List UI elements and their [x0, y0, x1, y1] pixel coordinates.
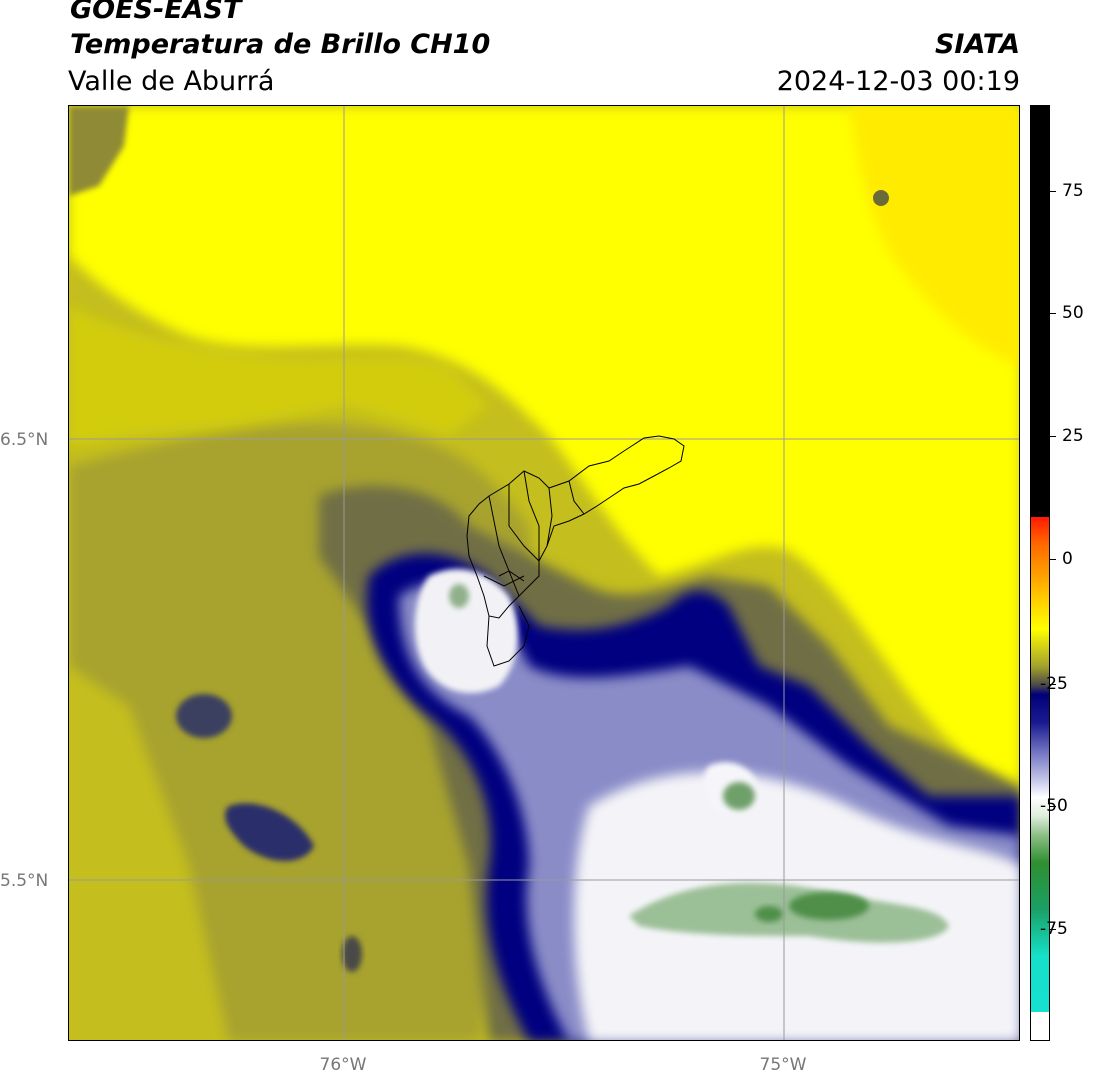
colorbar-label: -50 — [1040, 796, 1068, 816]
brightness-temperature-field — [69, 106, 1019, 1040]
map-gridlines — [69, 106, 1019, 1040]
colorbar — [1030, 105, 1050, 1041]
colorbar-label: 25 — [1062, 426, 1084, 446]
colorbar-tick — [1050, 684, 1056, 685]
longitude-label-west: 76°W — [319, 1055, 367, 1075]
latitude-label-south: 5.5°N — [0, 871, 49, 891]
colorbar-tick — [1050, 436, 1056, 437]
colorbar-tick — [1050, 806, 1056, 807]
longitude-label-east: 75°W — [759, 1055, 807, 1075]
product-title: Temperatura de Brillo CH10 — [70, 29, 491, 60]
colorbar-tick — [1050, 191, 1056, 192]
colorbar-label: 0 — [1062, 549, 1073, 569]
municipal-boundaries — [466, 435, 685, 667]
colorbar-tick — [1050, 313, 1056, 314]
colorbar-label: -75 — [1040, 919, 1068, 939]
timestamp-label: 2024-12-03 00:19 — [776, 66, 1020, 97]
colorbar-label: 50 — [1062, 303, 1084, 323]
colorbar-label: -25 — [1040, 674, 1068, 694]
region-subtitle: Valle de Aburrá — [68, 66, 275, 97]
colorbar-tick — [1050, 929, 1056, 930]
colorbar-label: 75 — [1062, 181, 1084, 201]
colorbar-tick — [1050, 559, 1056, 560]
satellite-map[interactable] — [68, 105, 1020, 1041]
agency-title: GOES-EAST — [70, 0, 242, 25]
organization-label: SIATA — [934, 29, 1020, 60]
latitude-label-north: 6.5°N — [0, 430, 49, 450]
